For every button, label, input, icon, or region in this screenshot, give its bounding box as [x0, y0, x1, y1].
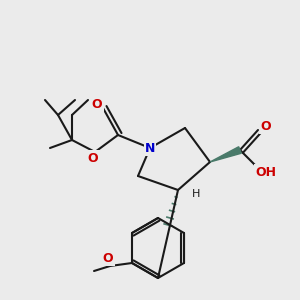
Text: O: O	[103, 251, 113, 265]
Text: O: O	[88, 152, 98, 164]
Text: H: H	[192, 189, 200, 199]
Text: OH: OH	[256, 166, 277, 178]
Text: O: O	[261, 119, 271, 133]
Polygon shape	[210, 147, 241, 162]
Text: N: N	[145, 142, 155, 154]
Text: O: O	[92, 98, 102, 110]
